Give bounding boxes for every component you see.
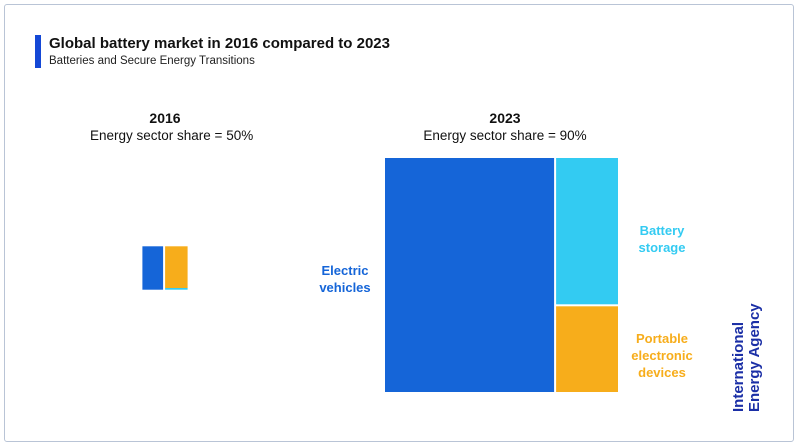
panel-year-2023: 2023 bbox=[489, 110, 521, 126]
label-portable-devices-line-3: devices bbox=[638, 365, 686, 380]
rect-battery-storage-2016 bbox=[165, 288, 188, 290]
iea-logo: International Energy Agency bbox=[730, 303, 763, 412]
rect-portable-devices-2016 bbox=[165, 246, 188, 289]
rect-portable-devices-2023 bbox=[556, 306, 618, 392]
label-battery-storage: Battery storage bbox=[624, 222, 700, 256]
rect-electric-vehicles-2023 bbox=[385, 158, 555, 392]
label-electric-vehicles-line-2: vehicles bbox=[319, 280, 371, 295]
label-electric-vehicles: Electric vehicles bbox=[310, 262, 380, 296]
iea-logo-line-1: International bbox=[730, 321, 747, 412]
panel-heading-2016: 2016 Energy sector share = 50% bbox=[90, 110, 254, 144]
chart-frame bbox=[4, 4, 794, 442]
label-portable-devices-line-1: Portable bbox=[635, 331, 688, 346]
title-accent-bar bbox=[35, 35, 41, 68]
label-battery-storage-line-2: storage bbox=[638, 240, 686, 255]
rect-electric-vehicles-2016 bbox=[142, 246, 164, 290]
label-portable-devices-line-2: electronic bbox=[631, 348, 693, 363]
label-portable-devices: Portable electronic devices bbox=[624, 330, 700, 381]
iea-logo-line-2: Energy Agency bbox=[746, 303, 763, 412]
panel-share-2023: Energy sector share = 90% bbox=[423, 128, 587, 143]
chart-title: Global battery market in 2016 compared t… bbox=[49, 35, 390, 52]
panel-year-2016: 2016 bbox=[149, 110, 181, 126]
label-battery-storage-line-1: Battery bbox=[639, 223, 685, 238]
chart-subtitle: Batteries and Secure Energy Transitions bbox=[49, 55, 255, 67]
panel-share-2016: Energy sector share = 50% bbox=[90, 128, 254, 143]
panel-heading-2023: 2023 Energy sector share = 90% bbox=[390, 110, 620, 144]
label-electric-vehicles-line-1: Electric bbox=[321, 263, 369, 278]
rect-battery-storage-2023 bbox=[556, 158, 618, 305]
